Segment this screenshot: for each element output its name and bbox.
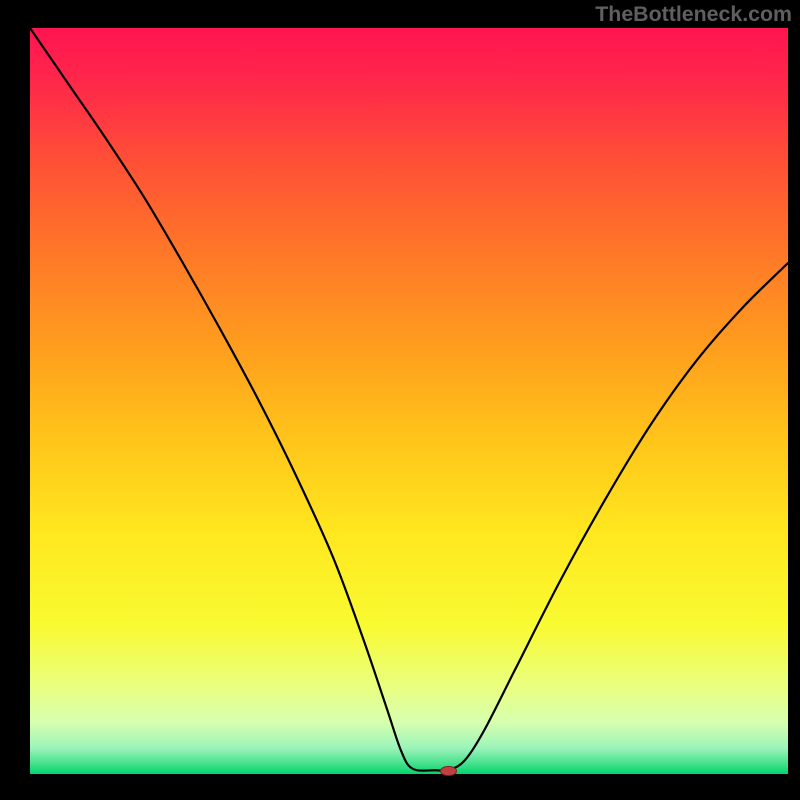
bottleneck-curve [30, 28, 788, 771]
plot-area [30, 28, 788, 774]
min-marker [440, 766, 457, 776]
chart-frame: TheBottleneck.com [0, 0, 800, 800]
curve-svg [30, 28, 788, 774]
watermark: TheBottleneck.com [595, 2, 792, 27]
